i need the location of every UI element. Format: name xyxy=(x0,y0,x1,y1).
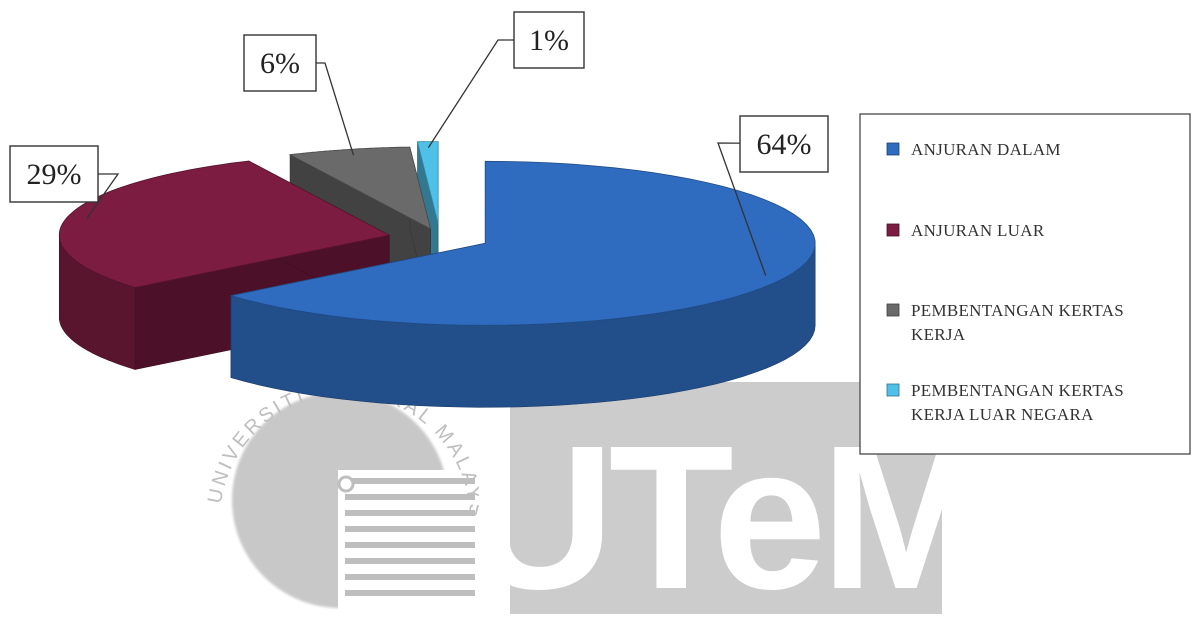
legend: ANJURAN DALAM ANJURAN LUAR PEMBENTANGAN KE… xyxy=(860,114,1190,454)
legend-label: KERJA LUAR NEGARA xyxy=(911,405,1094,424)
legend-label: PEMBENTANGAN KERTAS xyxy=(911,381,1124,400)
legend-item-1: ANJURAN DALAM xyxy=(887,140,1061,159)
legend-swatch xyxy=(887,384,899,396)
legend-item-2: ANJURAN LUAR xyxy=(887,221,1045,240)
svg-text:1%: 1% xyxy=(529,24,569,57)
legend-swatch xyxy=(887,143,899,155)
svg-text:6%: 6% xyxy=(260,47,300,80)
legend-label: KERJA xyxy=(911,325,966,344)
data-label-6pct: 6% xyxy=(244,35,354,155)
svg-text:64%: 64% xyxy=(757,128,812,161)
legend-frame xyxy=(860,114,1190,454)
data-label-1pct: 1% xyxy=(428,12,584,148)
pie-slices xyxy=(59,142,815,408)
legend-label: ANJURAN DALAM xyxy=(911,140,1061,159)
legend-swatch xyxy=(887,224,899,236)
legend-label: PEMBENTANGAN KERTAS xyxy=(911,301,1124,320)
svg-text:29%: 29% xyxy=(27,158,82,191)
legend-swatch xyxy=(887,304,899,316)
legend-label: ANJURAN LUAR xyxy=(911,221,1045,240)
